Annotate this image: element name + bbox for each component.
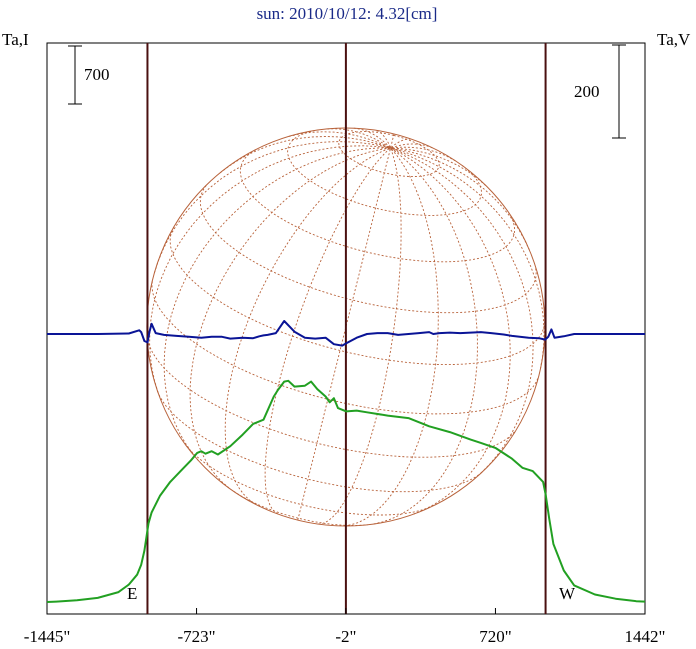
x-tick-label: 1442" <box>625 627 666 646</box>
disk-longitude-line <box>390 146 456 162</box>
x-tick-label: -723" <box>177 627 215 646</box>
disk-longitude-line <box>264 147 391 515</box>
chart-title: sun: 2010/10/12: 4.32[cm] <box>257 4 438 23</box>
disk-longitude-line <box>390 147 534 474</box>
disk-latitude-line <box>233 490 368 526</box>
x-tick-label: -1445" <box>24 627 71 646</box>
disk-longitude-line <box>163 147 391 461</box>
disk-longitude-line <box>390 147 486 186</box>
disk-longitude-line <box>390 138 411 149</box>
east-limb-marker: E <box>127 584 137 603</box>
disk-latitude-line <box>199 185 537 314</box>
disk-longitude-line <box>189 147 391 489</box>
disk-latitude-line <box>169 226 546 366</box>
disk-longitude-line <box>297 147 391 521</box>
x-tick-label: 720" <box>479 627 511 646</box>
disk-latitude-line <box>239 149 516 263</box>
disk-longitude-line <box>288 131 391 149</box>
disk-longitude-line <box>390 147 530 251</box>
x-tick-label: -2" <box>335 627 356 646</box>
disk-longitude-line <box>390 147 545 369</box>
disk-longitude-line <box>219 136 391 174</box>
disk-latitude-line <box>147 339 516 458</box>
disk-longitude-line <box>149 145 391 393</box>
scale-bar-label-right: 200 <box>574 82 600 101</box>
disk-longitude-line <box>390 133 395 149</box>
disk-longitude-line <box>373 147 478 525</box>
disk-longitude-line <box>376 130 391 149</box>
series-line-intensity <box>46 379 646 603</box>
y-axis-label-left: Ta,I <box>2 30 29 49</box>
west-limb-marker: W <box>559 584 576 603</box>
disk-latitude-line <box>185 445 432 516</box>
disk-longitude-line <box>224 147 391 504</box>
disk-longitude-line <box>390 147 511 515</box>
disk-longitude-line <box>344 147 439 527</box>
series-line-polarization <box>47 320 645 347</box>
disk-longitude-line <box>327 128 391 149</box>
disk-latitude-line <box>157 391 483 493</box>
y-axis-label-right: Ta,V <box>657 30 691 49</box>
scale-bar-label-left: 700 <box>84 65 110 84</box>
